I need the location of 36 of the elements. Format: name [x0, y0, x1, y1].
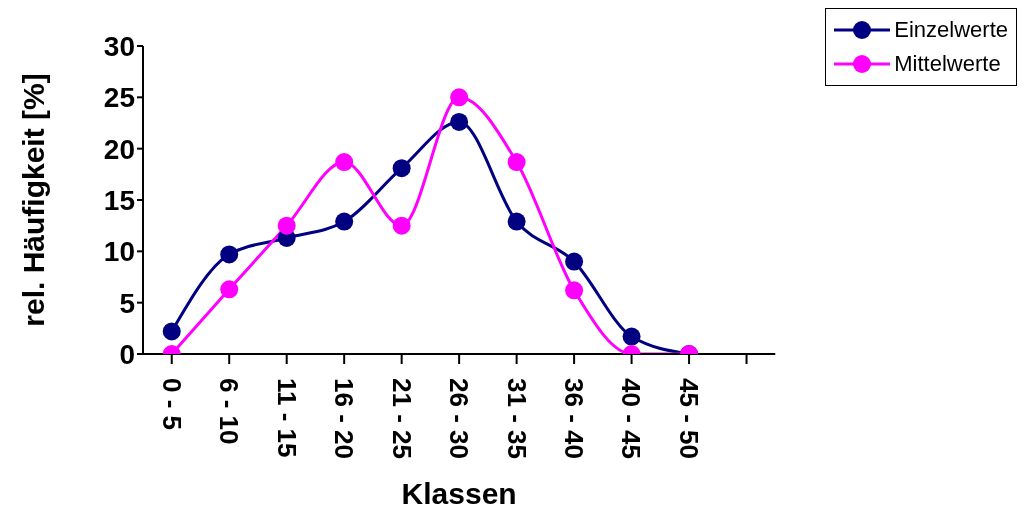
- point: [335, 153, 354, 172]
- point: [392, 159, 411, 178]
- y-tick-label: 30: [103, 30, 135, 62]
- legend-label: Einzelwerte: [894, 17, 1008, 43]
- y-tick-label: 15: [103, 184, 135, 216]
- point: [450, 88, 469, 107]
- x-tick-label: 0 - 5: [156, 378, 187, 431]
- y-axis-title: rel. Häufigkeit [%]: [16, 73, 50, 327]
- legend-label: Mittelwerte: [894, 51, 1001, 77]
- y-tick-label: 20: [103, 133, 135, 165]
- point: [507, 153, 526, 172]
- x-tick-label: 36 - 40: [559, 378, 589, 459]
- y-tick-label: 10: [103, 236, 135, 268]
- point: [450, 112, 469, 131]
- point: [622, 327, 641, 346]
- x-tick-label: 31 - 35: [501, 378, 532, 459]
- x-axis-title: Klassen: [401, 477, 517, 510]
- point: [507, 212, 526, 231]
- x-tick-label: 21 - 25: [386, 378, 417, 459]
- x-tick-label: 6 - 10: [214, 378, 245, 445]
- x-tick-label: 26 - 30: [444, 378, 475, 459]
- point: [565, 252, 584, 271]
- x-tick-label: 45 - 50: [673, 378, 704, 459]
- x-tick-label: 40 - 45: [616, 378, 647, 459]
- y-tick-label: 25: [103, 82, 135, 114]
- y-tick-label: 5: [119, 287, 135, 319]
- point: [220, 245, 239, 264]
- point: [162, 322, 181, 341]
- x-tick-label: 11 - 15: [271, 378, 302, 458]
- x-tick-label: 16 - 20: [329, 378, 360, 459]
- point: [565, 281, 584, 300]
- point: [220, 280, 239, 299]
- point: [392, 216, 411, 235]
- point: [277, 216, 296, 235]
- y-tick-label: 0: [119, 338, 135, 370]
- point: [335, 212, 354, 231]
